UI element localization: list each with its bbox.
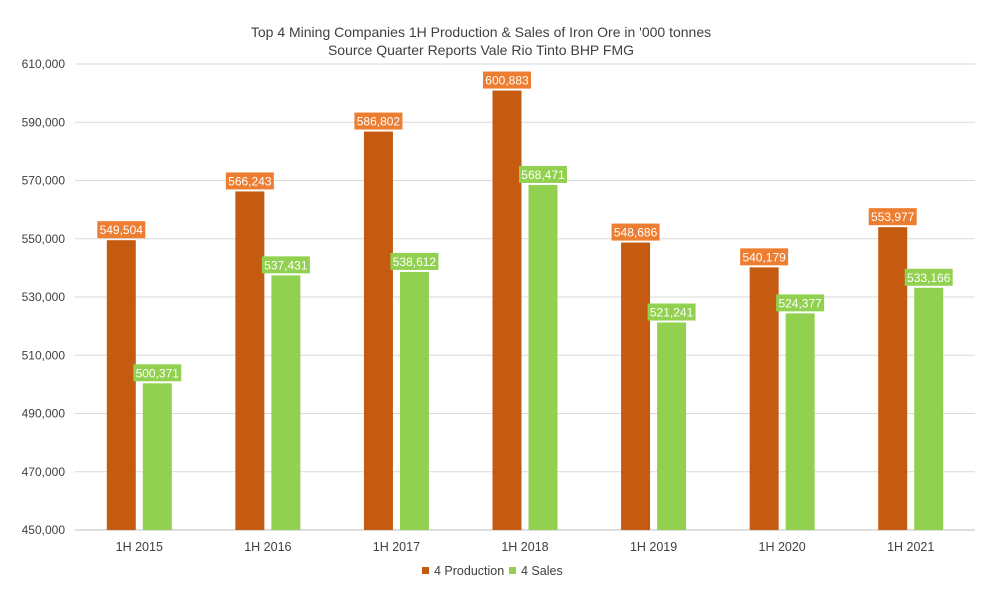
sales-bar: [142, 383, 172, 530]
y-tick-label: 550,000: [22, 232, 66, 246]
legend-swatch-sales: [509, 567, 516, 574]
y-tick-label: 570,000: [22, 174, 66, 188]
y-tick-label: 490,000: [22, 407, 66, 421]
x-tick-label: 1H 2017: [373, 540, 420, 554]
data-label: 549,504: [100, 223, 144, 237]
data-label-box: [776, 294, 825, 312]
sales-bar: [399, 271, 429, 530]
production-bar: [363, 131, 393, 530]
y-tick-label: 450,000: [22, 523, 66, 537]
y-axis-ticks: 450,000 470,000 490,000 510,000 530,000 550,0…: [22, 57, 66, 537]
data-label: 548,686: [614, 226, 658, 240]
x-tick-label: 1H 2018: [501, 540, 548, 554]
sales-bar: [528, 184, 558, 530]
legend-swatch-production: [422, 567, 429, 574]
production-bar: [878, 227, 908, 530]
data-label-box: [904, 268, 953, 286]
production-bar: [749, 267, 779, 530]
sales-bar: [271, 275, 301, 530]
data-label: 586,802: [357, 115, 401, 129]
data-label-box: [740, 248, 789, 266]
data-label: 553,977: [871, 210, 915, 224]
data-label: 521,241: [650, 306, 694, 320]
x-tick-label: 1H 2016: [244, 540, 291, 554]
data-label-box: [868, 208, 917, 226]
bars: [106, 90, 944, 531]
data-label: 538,612: [393, 255, 437, 269]
data-label: 566,243: [228, 174, 272, 188]
production-bar: [621, 242, 651, 530]
y-tick-label: 530,000: [22, 290, 66, 304]
data-label-box: [483, 71, 531, 89]
data-label-box: [519, 165, 567, 183]
y-tick-label: 470,000: [22, 465, 66, 479]
gridlines: [75, 63, 975, 531]
chart-subtitle: Source Quarter Reports Vale Rio Tinto BH…: [328, 42, 634, 58]
data-label-box: [390, 252, 439, 270]
x-tick-label: 1H 2019: [630, 540, 677, 554]
chart-title: Top 4 Mining Companies 1H Production & S…: [251, 24, 711, 40]
x-tick-label: 1H 2015: [116, 540, 163, 554]
sales-bar: [785, 313, 815, 530]
production-bar: [492, 90, 522, 531]
y-tick-label: 610,000: [22, 57, 66, 71]
production-bar: [106, 240, 136, 531]
data-label-box: [354, 112, 403, 130]
data-label: 524,377: [778, 296, 822, 310]
data-label-box: [133, 364, 182, 382]
data-label: 537,431: [264, 258, 308, 272]
data-label: 568,471: [521, 168, 565, 182]
data-label-box: [225, 172, 274, 190]
legend: 4 Production 4 Sales: [422, 564, 563, 578]
production-bar: [235, 191, 265, 530]
x-tick-label: 1H 2020: [759, 540, 806, 554]
legend-label-production: 4 Production: [434, 564, 504, 578]
data-labels: 549,504 500,371 566,243 537,431 586,802 538,6…: [97, 71, 953, 382]
x-tick-label: 1H 2021: [887, 540, 934, 554]
y-tick-label: 510,000: [22, 348, 66, 362]
data-label: 600,883: [485, 74, 529, 88]
data-label-box: [97, 221, 146, 239]
data-label-box: [611, 223, 660, 241]
data-label: 500,371: [136, 366, 180, 380]
data-label: 533,166: [907, 271, 951, 285]
data-label: 540,179: [742, 250, 786, 264]
sales-bar: [914, 287, 944, 530]
data-label-box: [261, 256, 310, 274]
data-label-box: [647, 303, 696, 321]
x-axis-categories: 1H 2015 1H 2016 1H 2017 1H 2018 1H 2019 1H 20…: [116, 540, 935, 554]
y-tick-label: 590,000: [22, 115, 66, 129]
sales-bar: [657, 322, 687, 530]
legend-label-sales: 4 Sales: [521, 564, 563, 578]
